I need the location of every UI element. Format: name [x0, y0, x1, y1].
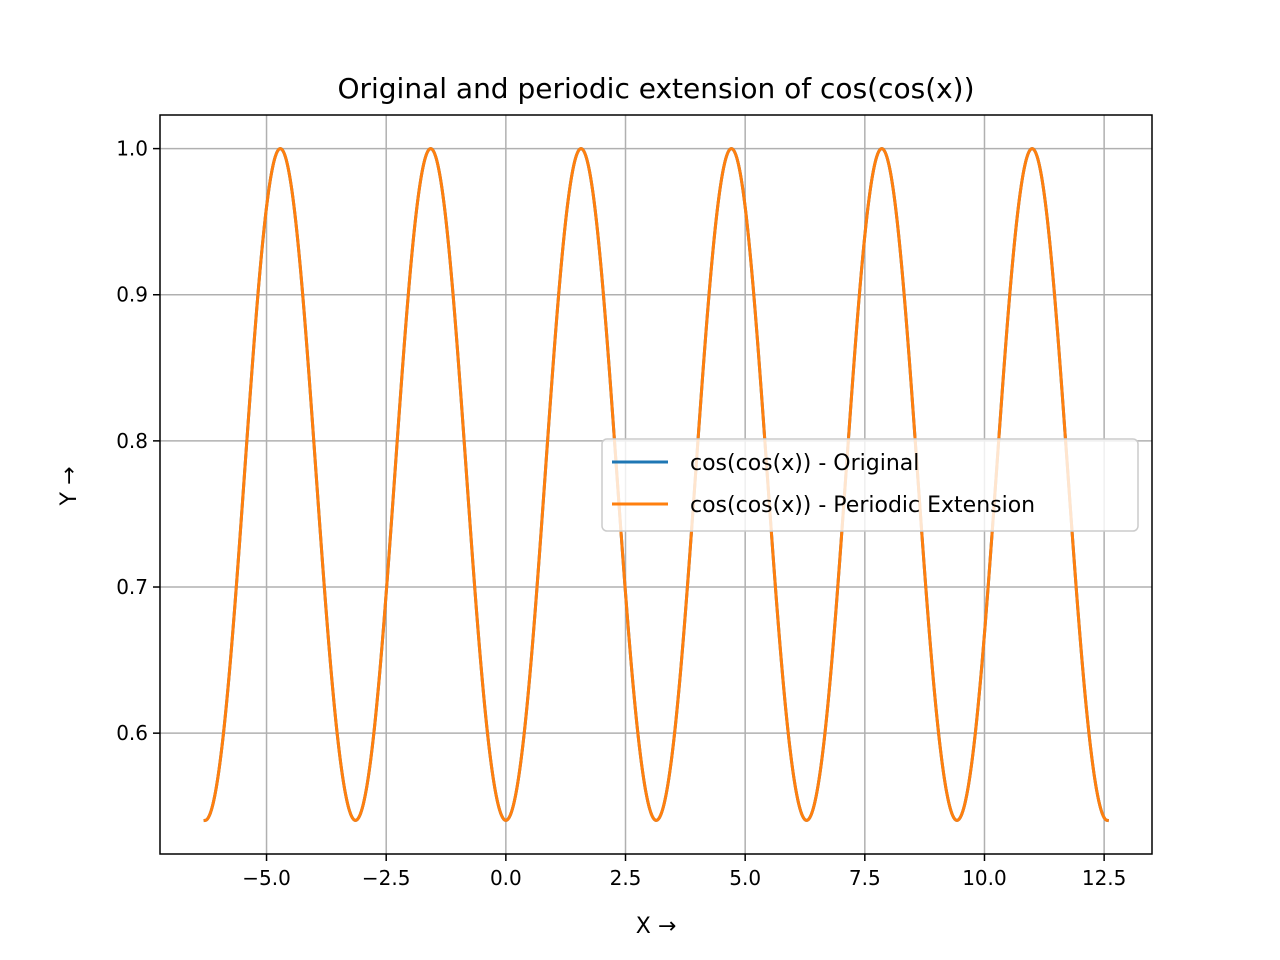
- y-tick-label: 0.7: [116, 575, 148, 599]
- y-tick-label: 0.8: [116, 429, 148, 453]
- y-tick-label: 0.6: [116, 721, 148, 745]
- chart-title: Original and periodic extension of cos(c…: [337, 72, 974, 105]
- y-tick-label: 1.0: [116, 137, 148, 161]
- legend-box: [601, 438, 1139, 532]
- x-tick-label: 10.0: [962, 866, 1007, 890]
- legend-label-periodic: cos(cos(x)) - Periodic Extension: [690, 493, 1035, 518]
- plot-frame: [159, 114, 1153, 855]
- x-tick-label: 5.0: [729, 866, 761, 890]
- series-line-periodic: [203, 147, 1110, 823]
- x-axis-label: X →: [636, 914, 677, 939]
- x-tick-label: −5.0: [242, 866, 291, 890]
- x-tick-label: 2.5: [610, 866, 642, 890]
- ticks: −5.0 −2.5 0.0 2.5 5.0 7.5 10.0 12.5 0.6 0.7 0.8 0.9…: [116, 137, 1126, 890]
- x-tick-label: −2.5: [362, 866, 411, 890]
- series-group: [203, 147, 1110, 823]
- x-tick-label: 7.5: [849, 866, 881, 890]
- legend-label-original: cos(cos(x)) - Original: [690, 451, 919, 476]
- legend: cos(cos(x)) - Original cos(cos(x)) - Per…: [601, 438, 1139, 532]
- x-tick-label: 0.0: [490, 866, 522, 890]
- y-tick-label: 0.9: [116, 283, 148, 307]
- y-axis-label: Y →: [57, 467, 82, 507]
- x-tick-label: 12.5: [1082, 866, 1127, 890]
